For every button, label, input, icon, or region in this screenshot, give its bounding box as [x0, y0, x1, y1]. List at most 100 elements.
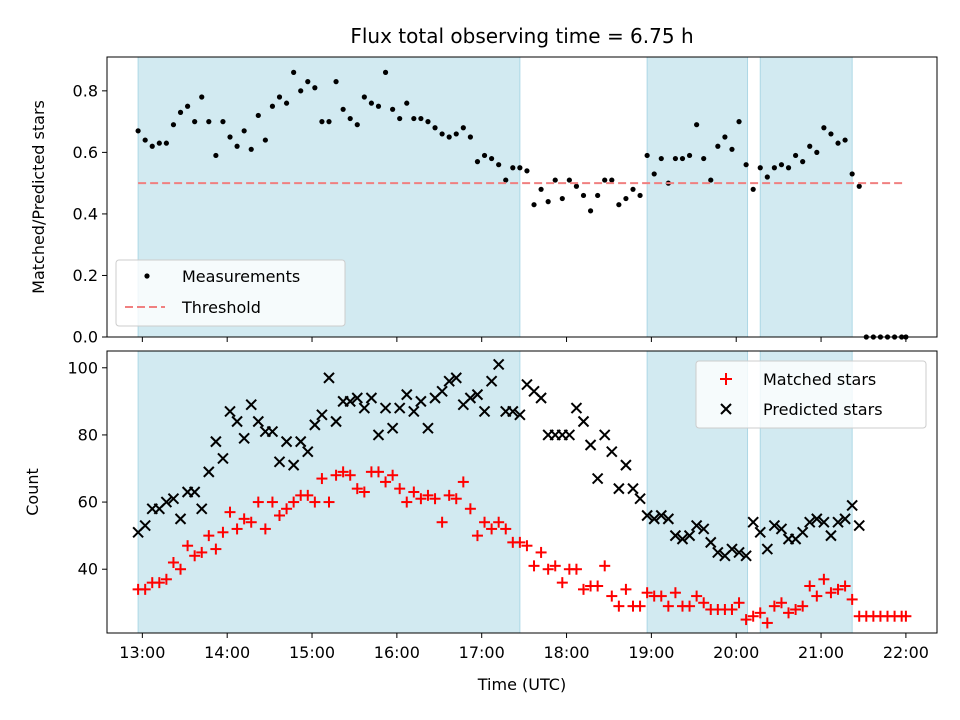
- y-tick-label: 40: [78, 560, 98, 579]
- matched-stars-point: [514, 536, 526, 548]
- measurement-point: [771, 165, 777, 171]
- matched-stars-point: [408, 486, 420, 498]
- measurement-point: [545, 199, 551, 205]
- y-tick-label: 0.6: [73, 143, 98, 162]
- predicted-stars-point: [210, 435, 222, 448]
- predicted-stars-point: [811, 513, 823, 525]
- measurement-point: [184, 103, 191, 109]
- predicted-stars-point: [712, 546, 724, 559]
- predicted-stars-point: [295, 435, 307, 448]
- predicted-stars-point: [839, 513, 851, 525]
- predicted-stars-point: [422, 422, 434, 434]
- y-tick-label: 100: [67, 358, 98, 377]
- predicted-stars-point: [818, 516, 830, 528]
- measurement-point: [361, 94, 367, 100]
- predicted-stars-point: [846, 499, 858, 512]
- matched-stars-point: [733, 597, 745, 609]
- measurement-point: [390, 106, 396, 112]
- matched-stars-point: [542, 563, 554, 575]
- predicted-stars-point: [584, 439, 597, 451]
- predicted-stars-point: [415, 395, 427, 408]
- matched-stars-point: [839, 580, 851, 592]
- predicted-stars-point: [408, 405, 420, 418]
- matched-stars-point: [302, 489, 314, 501]
- matched-stars-point: [655, 590, 667, 602]
- measurement-point: [637, 192, 643, 199]
- matched-stars-point: [429, 493, 441, 505]
- top-y-ticks: 0.0 0.2 0.4 0.6 0.8: [73, 81, 107, 347]
- matched-stars-point: [153, 577, 165, 589]
- measurement-point: [467, 134, 473, 140]
- measurement-point: [651, 171, 657, 177]
- top-legend: Measurements Threshold: [115, 259, 346, 327]
- x-tick-label: 15:00: [289, 643, 335, 662]
- matched-stars-point: [274, 510, 286, 521]
- predicted-stars-point: [690, 519, 703, 532]
- measurement-point: [291, 69, 297, 75]
- measurement-point: [241, 128, 247, 134]
- predicted-stars-point: [832, 516, 844, 528]
- legend-threshold-label: Threshold: [181, 298, 261, 317]
- predicted-stars-point: [740, 550, 752, 562]
- matched-stars-point: [252, 496, 264, 508]
- matched-stars-point: [309, 496, 321, 508]
- bottom-axes-frame: [106, 350, 938, 634]
- measurement-point: [312, 85, 318, 91]
- measurement-point: [333, 79, 339, 85]
- x-tick-label: 21:00: [798, 643, 844, 662]
- measurement-point: [679, 155, 686, 162]
- predicted-stars-point: [450, 372, 462, 384]
- matched-stars-point: [493, 516, 505, 528]
- measurement-point: [503, 177, 509, 183]
- measurement-point: [778, 162, 785, 168]
- x-tick-label: 19:00: [628, 643, 674, 662]
- measurement-point: [856, 183, 862, 189]
- measurement-point: [750, 186, 756, 192]
- measurement-point: [481, 152, 488, 159]
- matched-stars-point: [613, 600, 625, 612]
- measurement-point: [368, 100, 375, 106]
- top-legend-box: [115, 259, 346, 327]
- matched-stars-point: [684, 600, 696, 612]
- matched-stars-point: [521, 540, 533, 552]
- matched-stars-point: [372, 466, 384, 478]
- predicted-stars-point: [351, 392, 363, 404]
- predicted-stars-point: [761, 543, 774, 555]
- matched-stars-point: [436, 516, 448, 528]
- measurement-point: [276, 94, 283, 100]
- matched-stars-point: [549, 560, 561, 572]
- predicted-stars-point: [238, 432, 250, 444]
- measurement-point: [764, 174, 770, 180]
- bottom-legend-box: [695, 360, 927, 429]
- predicted-stars-point: [825, 529, 837, 542]
- predicted-stars-point: [853, 519, 865, 532]
- matched-stars-point: [231, 523, 243, 535]
- measurement-point: [199, 94, 205, 100]
- predicted-stars-point: [768, 519, 781, 532]
- matched-stars-point: [556, 577, 568, 589]
- matched-stars-point: [394, 483, 406, 495]
- predicted-stars-point: [252, 415, 265, 428]
- matched-stars-point: [754, 607, 766, 619]
- measurement-point: [623, 195, 629, 202]
- predicted-stars-point: [676, 533, 689, 545]
- measurement-point: [255, 112, 261, 119]
- matched-stars-point: [818, 573, 830, 585]
- measurement-point: [326, 119, 332, 125]
- measurement-point: [510, 165, 516, 171]
- x-tick-label: 17:00: [459, 643, 505, 662]
- measurement-point: [715, 143, 721, 149]
- measurement-point: [269, 103, 276, 109]
- matched-stars-point: [471, 530, 483, 542]
- predicted-stars-point: [775, 523, 788, 535]
- measurement-point: [375, 103, 382, 109]
- matched-stars-point: [606, 590, 618, 602]
- measurement-point: [474, 159, 481, 165]
- predicted-stars-point: [535, 392, 547, 404]
- predicted-stars-point: [344, 395, 356, 408]
- matched-stars-point: [811, 590, 823, 602]
- predicted-stars-point: [196, 503, 208, 515]
- legend-measurements-marker: [144, 273, 150, 279]
- measurement-point: [220, 119, 226, 125]
